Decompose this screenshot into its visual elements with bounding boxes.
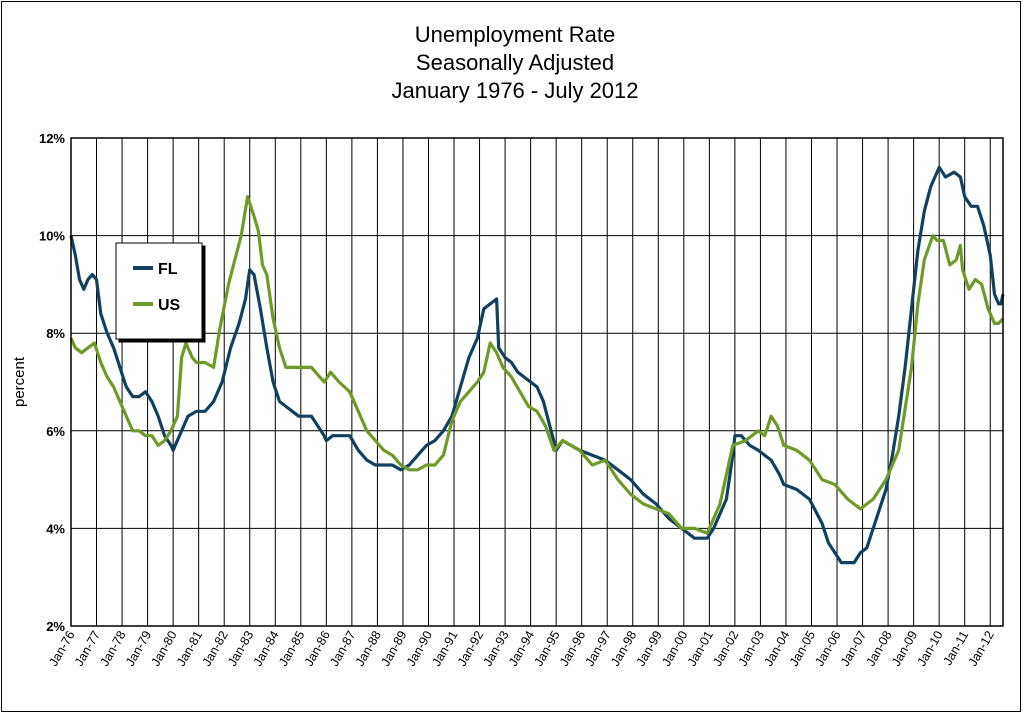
series-lines <box>69 165 1005 565</box>
y-tick-label: 10% <box>39 229 65 244</box>
x-tick-label: Jan-12 <box>966 628 997 668</box>
plot-area-border <box>70 137 1004 627</box>
y-tick-label: 2% <box>46 619 65 634</box>
chart-title-line-2: Seasonally Adjusted <box>416 50 614 75</box>
y-axis-label: percent <box>11 356 28 407</box>
x-tick-labels: Jan-76Jan-77Jan-78Jan-79Jan-80Jan-81Jan-… <box>46 628 996 668</box>
grid <box>70 137 1003 627</box>
legend: FL US <box>115 242 203 340</box>
series-line-fl <box>69 165 1005 565</box>
y-tick-label: 8% <box>46 326 65 341</box>
legend-label-us: US <box>158 297 181 314</box>
y-tick-label: 12% <box>39 131 65 146</box>
y-tick-label: 4% <box>46 521 65 536</box>
chart-title-line-1: Unemployment Rate <box>415 22 616 47</box>
series-line-us <box>69 195 1005 535</box>
chart-title-line-3: January 1976 - July 2012 <box>391 78 638 103</box>
legend-box <box>115 242 203 340</box>
legend-label-fl: FL <box>158 261 178 278</box>
y-tick-label: 6% <box>46 424 65 439</box>
x-tick-label: Jan-10 <box>915 628 946 668</box>
y-tick-labels: 2% 4% 6% 8% 10% 12% <box>39 131 65 634</box>
